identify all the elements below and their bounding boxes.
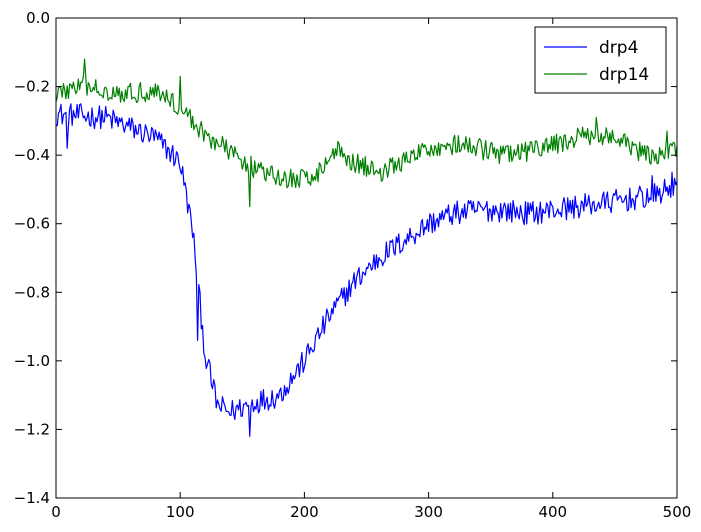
x-tick-label: 100	[166, 503, 195, 521]
series-line-drp4	[55, 103, 678, 437]
series-line-drp14	[55, 58, 678, 208]
y-tick-label: −0.6	[14, 215, 50, 233]
y-tick-label: −1.2	[14, 420, 50, 438]
y-tick-label: 0.0	[26, 9, 50, 27]
y-tick-label: −0.8	[14, 283, 50, 301]
x-tick-label: 300	[414, 503, 443, 521]
legend-box	[534, 26, 667, 94]
x-tick-label: 400	[538, 503, 567, 521]
y-tick-label: −0.4	[14, 146, 50, 164]
legend-label-drp14: drp14	[599, 65, 649, 85]
legend-label-drp4: drp4	[599, 38, 638, 58]
x-tick-label: 500	[663, 503, 692, 521]
y-tick-label: −0.2	[14, 78, 50, 96]
legend: drp4 drp14	[534, 26, 667, 94]
series-layer	[55, 58, 678, 437]
plot-frame	[55, 17, 678, 499]
ticks-layer: 0 100 200 300 400 500 0.0 −0.2 −0.4 −0.6 −0.8 −1.0 −…	[14, 9, 692, 521]
x-tick-label: 0	[51, 503, 61, 521]
y-tick-label: −1.4	[14, 489, 50, 507]
y-tick-label: −1.0	[14, 352, 50, 370]
x-tick-label: 200	[290, 503, 319, 521]
